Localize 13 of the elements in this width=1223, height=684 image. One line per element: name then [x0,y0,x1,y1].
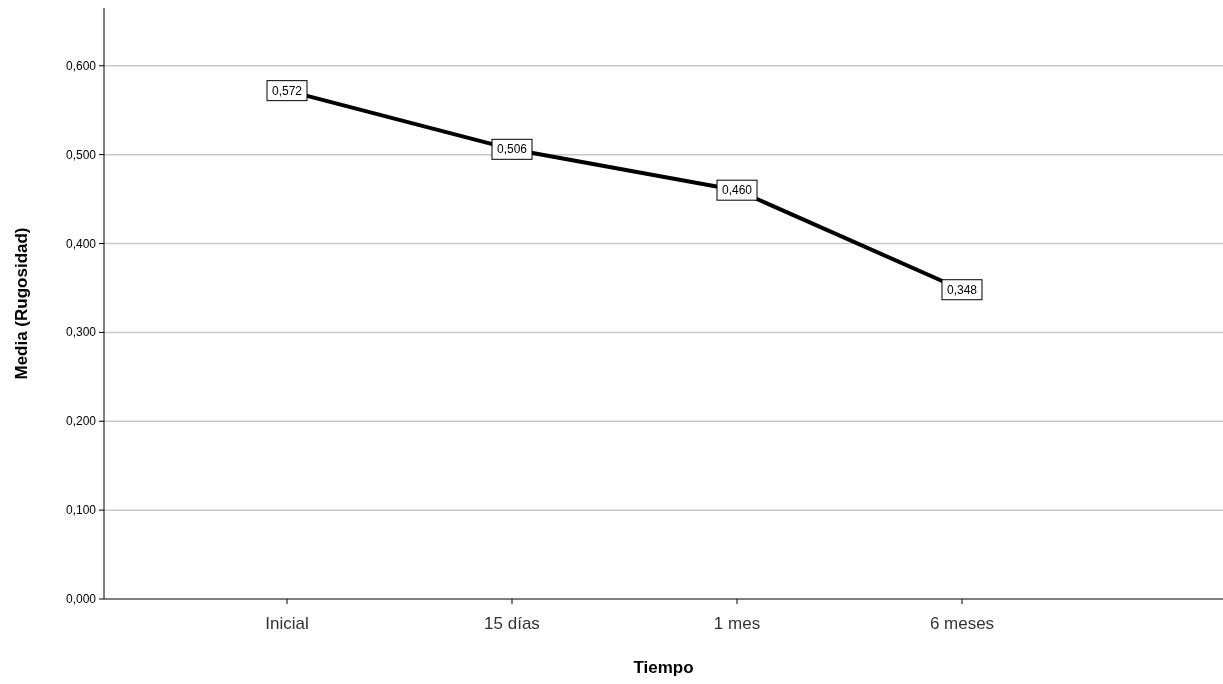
x-axis-title: Tiempo [633,658,694,677]
y-tick-label: 0,200 [65,414,97,429]
y-tick-label: 0,100 [65,503,97,518]
x-tick-label: 1 mes [713,614,761,633]
y-tick-label: 0,400 [65,236,97,251]
x-tick-label: 6 meses [929,614,995,633]
y-axis-title: Media (Rugosidad) [12,227,31,380]
y-tick-label: 0,300 [65,325,97,340]
x-tick-label: Inicial [265,614,309,633]
y-tick-label: 0,600 [65,58,97,73]
y-tick-label: 0,500 [65,147,97,162]
x-tick-label: 15 días [484,614,540,633]
y-tick-label: 0,000 [65,592,97,606]
